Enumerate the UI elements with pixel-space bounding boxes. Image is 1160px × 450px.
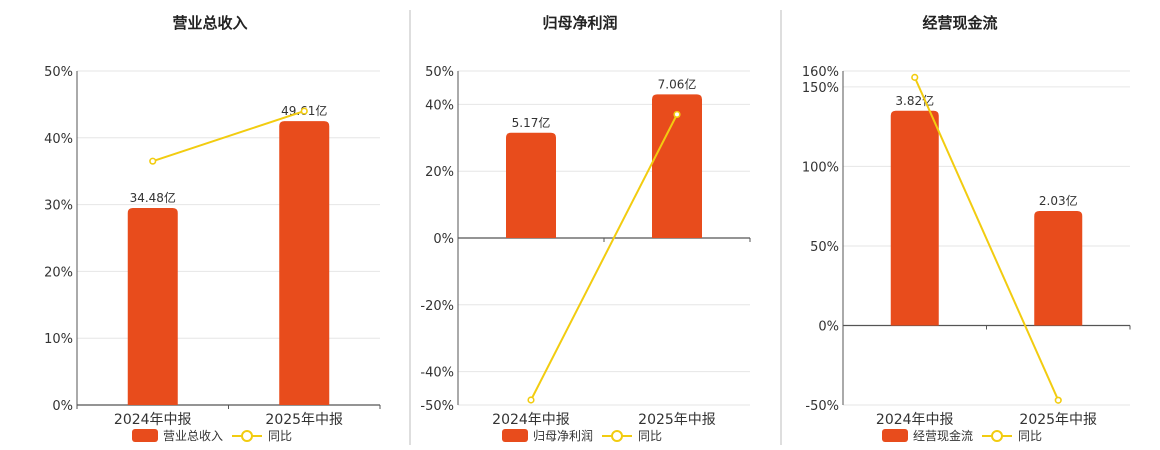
y-tick-label: 150% [802, 81, 839, 96]
y-tick-label: 20% [44, 265, 73, 280]
chart-title: 归母净利润 [542, 14, 617, 32]
y-tick-label: -50% [805, 399, 839, 414]
legend-label-bar: 营业总收入 [163, 429, 223, 443]
y-tick-label: 30% [44, 199, 73, 214]
y-tick-label: 40% [425, 98, 454, 113]
legend-label-line: 同比 [638, 429, 662, 443]
yoy-line [152, 110, 305, 163]
yoy-point [1054, 396, 1062, 404]
chart-panel-1: 营业总收入0%10%20%30%40%50%34.48亿49.61亿2024年中… [44, 14, 381, 443]
y-tick-label: 50% [425, 65, 454, 80]
legend-label-line: 同比 [1018, 429, 1042, 443]
bar-data-label: 2.03亿 [1039, 193, 1078, 208]
legend-label-bar: 归母净利润 [533, 429, 593, 443]
chart-title: 营业总收入 [172, 14, 247, 32]
bar [652, 94, 702, 238]
legend-swatch-marker [241, 430, 253, 442]
yoy-line [913, 76, 1060, 401]
yoy-line [530, 113, 678, 401]
legend-swatch-marker [611, 430, 623, 442]
chart-panel-2: 归母净利润 -50% -40% -20% 0% 20% 40% 50% 5.17亿 7.06亿 20… [420, 14, 751, 443]
bar-data-label: 7.06亿 [658, 76, 697, 91]
yoy-point [673, 110, 681, 119]
y-tick-label: 40% [44, 132, 73, 147]
bar [127, 207, 178, 405]
yoy-point [300, 107, 308, 115]
yoy-point [527, 396, 535, 404]
y-tick-label: 50% [810, 240, 839, 255]
x-tick-label: 2024年中报 [876, 412, 954, 428]
legend-swatch-marker [991, 430, 1003, 442]
y-tick-label: 10% [44, 332, 73, 347]
x-tick-label: 2024年中报 [114, 412, 192, 428]
bar [506, 132, 556, 238]
bar-data-label: 34.48亿 [130, 190, 176, 205]
bar [1034, 210, 1083, 326]
y-tick-label: 0% [433, 232, 454, 247]
bar-data-label: 3.82亿 [895, 93, 934, 108]
x-tick-label: 2025年中报 [1019, 412, 1097, 428]
y-tick-label: 0% [818, 319, 839, 334]
chart-title: 经营现金流 [922, 14, 997, 32]
bar [890, 110, 939, 326]
chart-panel-3: 经营现金流 -50% 0% 50% 100% 150%160% 3.82亿 2.03亿 2024… [802, 14, 1131, 443]
yoy-point [149, 157, 157, 165]
yoy-point [911, 73, 919, 81]
y-tick-label: 20% [425, 165, 454, 180]
bar-data-label: 5.17亿 [512, 115, 551, 130]
x-tick-label: 2025年中报 [638, 412, 716, 428]
y-tick-label: 0% [52, 399, 73, 414]
y-tick-label: -40% [420, 366, 454, 381]
legend-swatch-bar [882, 429, 908, 442]
x-tick-label: 2025年中报 [265, 412, 343, 428]
y-tick-label: -20% [420, 299, 454, 314]
y-tick-label: -50% [420, 399, 454, 414]
y-tick-label: 50% [44, 65, 73, 80]
x-tick-label: 2024年中报 [492, 412, 570, 428]
legend-swatch-bar [502, 429, 528, 442]
y-tick-label: 100% [802, 160, 839, 175]
y-tick-label: 160% [802, 65, 839, 80]
legend-label-line: 同比 [268, 429, 292, 443]
legend-swatch-bar [132, 429, 158, 442]
bar [279, 121, 330, 405]
legend-label-bar: 经营现金流 [913, 428, 973, 443]
